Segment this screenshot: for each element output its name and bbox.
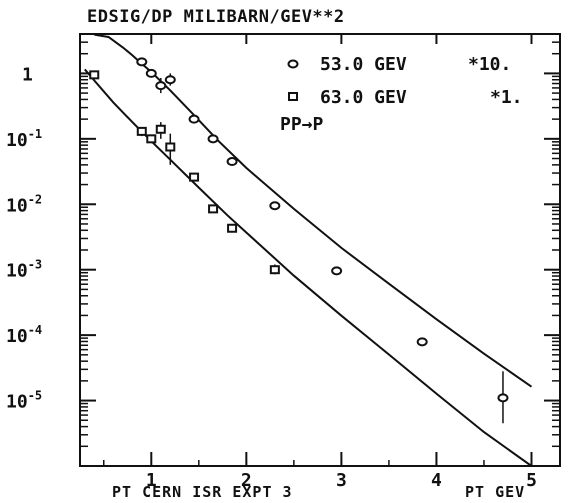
legend-reaction-label: PP→P	[280, 114, 324, 135]
x-tick-label: 5	[526, 470, 537, 491]
data-point-63gev	[89, 70, 100, 80]
data-points	[89, 57, 509, 424]
x-tick-label: 3	[336, 470, 347, 491]
y-tick-label: 10-1	[6, 127, 42, 151]
data-point-53gev	[188, 114, 200, 124]
data-point-63gev	[155, 124, 166, 134]
legend-entry-53gev-label: 53.0 GEV	[320, 54, 407, 75]
data-point-53gev	[416, 337, 428, 347]
fit-curve-line	[94, 33, 533, 388]
data-point-63gev	[136, 126, 147, 136]
data-point-53gev	[269, 201, 281, 211]
data-point-63gev	[269, 265, 280, 275]
fit-curves	[84, 33, 533, 467]
x-tick-label: 4	[431, 470, 442, 491]
data-point-53gev	[497, 393, 509, 403]
data-point-53gev	[136, 57, 148, 67]
data-point-53gev	[145, 68, 157, 78]
data-point-53gev	[226, 157, 238, 167]
legend-square-marker	[288, 92, 298, 101]
data-point-63gev	[146, 134, 157, 144]
x-tick-label: 1	[146, 470, 157, 491]
data-point-63gev	[165, 142, 176, 152]
legend-entry-63gev-factor: *1.	[490, 87, 523, 108]
legend: 53.0 GEV *10. 63.0 GEV *1. PP→P	[280, 54, 523, 135]
x-tick-label: 2	[241, 470, 252, 491]
legend-entry-63gev-label: 63.0 GEV	[320, 87, 407, 108]
data-point-53gev	[207, 134, 219, 144]
legend-entry-53gev-factor: *10.	[468, 54, 511, 75]
y-tick-label: 10-3	[6, 258, 42, 282]
fit-curve-line	[84, 68, 533, 467]
y-axis-ticks: 1 10-1 10-2 10-3 10-4 10-5	[6, 64, 560, 413]
data-point-63gev	[227, 223, 238, 233]
y-tick-label: 10-5	[6, 389, 42, 413]
x-axis-unit-label: PT GEV	[465, 483, 525, 501]
minor-tick-marks	[80, 33, 560, 466]
chart-title: EDSIG/DP MILIBARN/GEV**2	[87, 7, 345, 27]
data-point-63gev	[208, 204, 219, 214]
data-point-63gev	[189, 172, 200, 182]
x-axis-label: PT CERN ISR EXPT 3	[112, 483, 293, 501]
legend-circle-marker	[287, 59, 299, 69]
x-axis-ticks: 1 2 3 4 5	[146, 34, 537, 491]
y-tick-label: 1	[22, 64, 33, 85]
data-point-53gev	[164, 75, 176, 85]
y-tick-label: 10-4	[6, 323, 42, 347]
data-point-53gev	[331, 266, 343, 276]
data-point-53gev	[155, 81, 167, 91]
y-tick-label: 10-2	[6, 192, 42, 216]
